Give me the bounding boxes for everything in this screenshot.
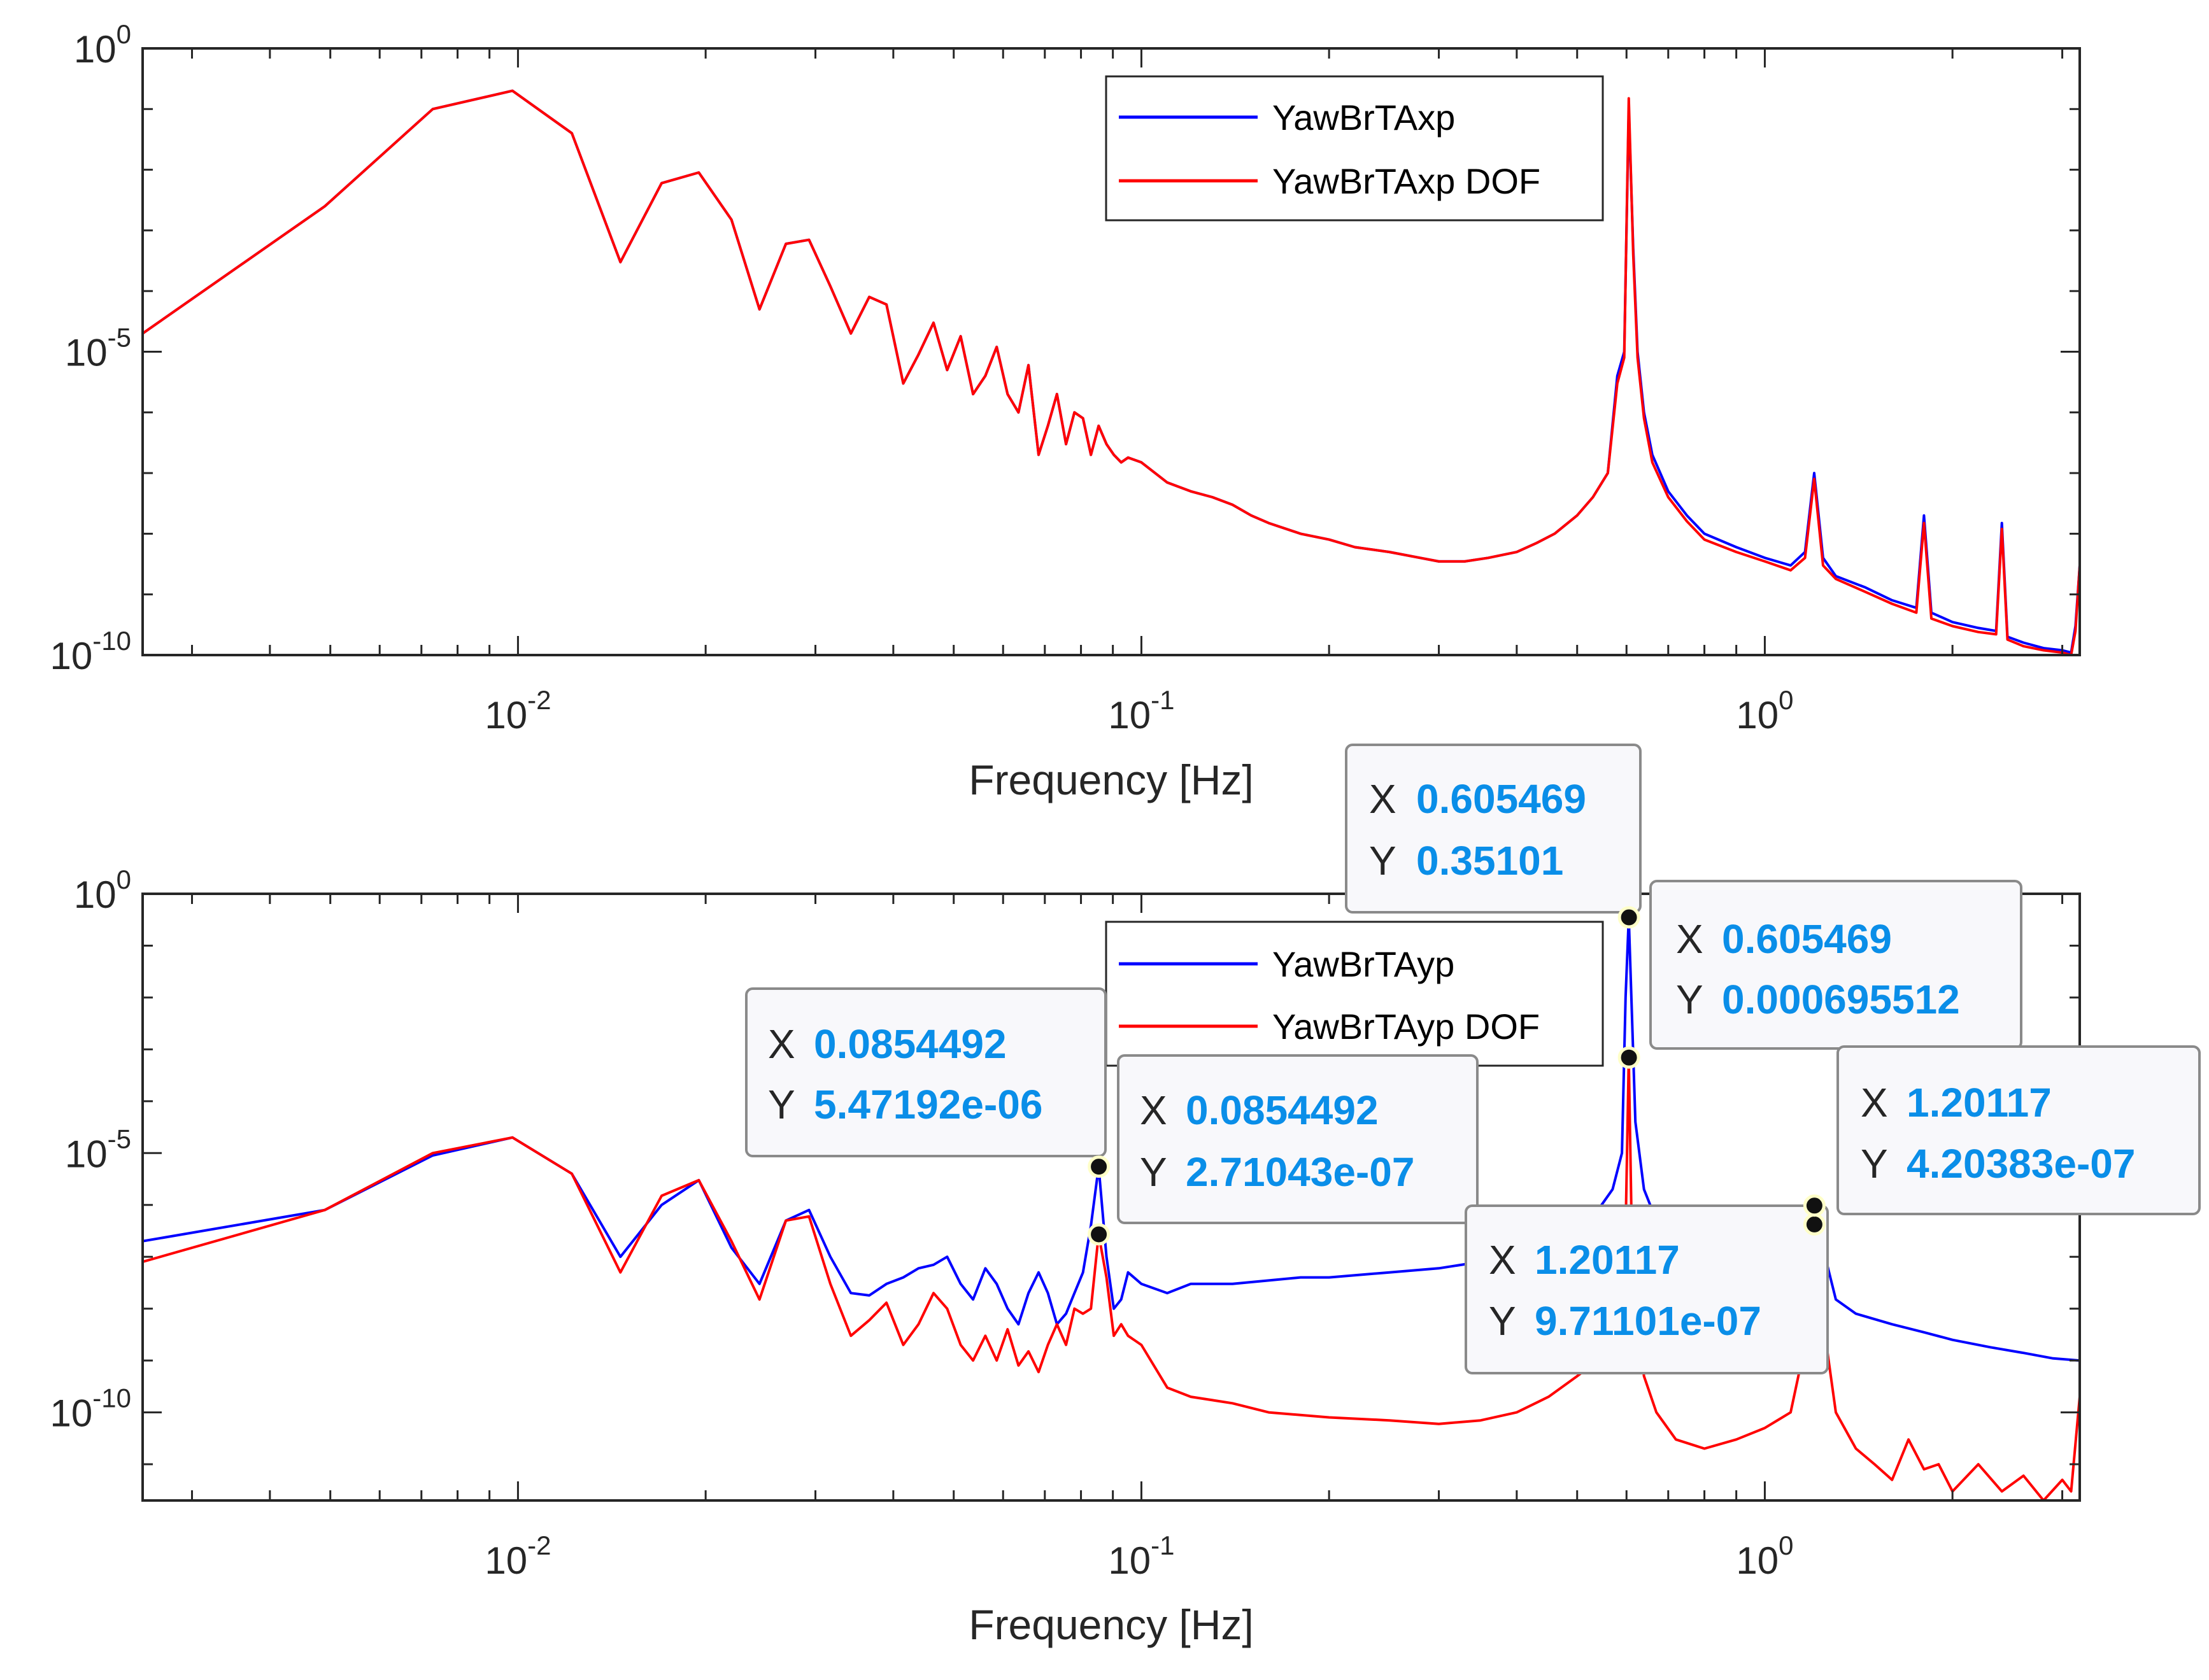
- datatip-x-value: 0.605469: [1722, 916, 1892, 962]
- top-chart-series: [143, 89, 2080, 655]
- y-tick-label: 10-10: [50, 1383, 131, 1435]
- datatip-marker[interactable]: [1617, 1046, 1640, 1069]
- datatip-y-label: Y: [1140, 1149, 1167, 1195]
- datatip-x-label: X: [768, 1021, 795, 1067]
- datatip-marker[interactable]: [1088, 1223, 1111, 1246]
- bottom-chart-tick-labels: 10-2 10-1 100 100 10-5 10-10: [50, 865, 1794, 1582]
- top-chart-ticks: [143, 47, 2080, 656]
- datatip-peak-red[interactable]: X 0.605469 Y 0.000695512: [1649, 880, 2022, 1050]
- datatip-y-value: 2.71043e-07: [1186, 1149, 1414, 1195]
- y-tick-label: 10-5: [65, 1124, 131, 1175]
- datatip-marker[interactable]: [1803, 1194, 1826, 1217]
- datatip-x-value: 0.0854492: [1186, 1087, 1379, 1133]
- datatip-x-label: X: [1861, 1080, 1888, 1126]
- datatip-0085-red[interactable]: X 0.0854492 Y 2.71043e-07: [1117, 1054, 1479, 1224]
- x-tick-label: 10-2: [485, 1530, 551, 1582]
- datatip-y-label: Y: [1861, 1141, 1888, 1187]
- datatip-y-label: Y: [768, 1082, 795, 1127]
- datatip-x-label: X: [1140, 1087, 1167, 1133]
- bottom-chart-legend-label-yawbrtayp: YawBrTAyp: [1272, 944, 1454, 984]
- top-chart-legend-label-yawbrtaxp-dof: YawBrTAxp DOF: [1272, 161, 1540, 201]
- datatip-0085-blue[interactable]: X 0.0854492 Y 5.47192e-06: [745, 987, 1107, 1157]
- top-chart: 10-2 10-1 100 100 10-5 10-10 Frequency [Hz] Y…: [50, 19, 2081, 803]
- x-tick-label: 10-1: [1108, 685, 1174, 737]
- datatip-y-label: Y: [1489, 1298, 1516, 1344]
- datatip-120-blue[interactable]: X 1.20117 Y 9.71101e-07: [1465, 1204, 1829, 1374]
- bottom-chart-legend-box: [1105, 921, 1604, 1067]
- datatip-y-label: Y: [1676, 977, 1703, 1022]
- datatip-y-label: Y: [1369, 838, 1396, 884]
- datatip-marker[interactable]: [1088, 1155, 1111, 1178]
- datatip-marker[interactable]: [1803, 1213, 1826, 1236]
- top-chart-legend[interactable]: YawBrTAxp YawBrTAxp DOF: [1105, 75, 1604, 222]
- top-chart-legend-label-yawbrtaxp: YawBrTAxp: [1272, 97, 1455, 138]
- y-tick-label: 10-5: [65, 323, 131, 374]
- datatip-y-value: 0.35101: [1416, 838, 1563, 884]
- bottom-chart: 10-2 10-1 100 100 10-5 10-10 Frequency [Hz] Y…: [50, 744, 2201, 1648]
- top-chart-legend-box: [1105, 75, 1604, 222]
- datatip-y-value: 9.71101e-07: [1535, 1298, 1761, 1344]
- bottom-chart-legend-label-yawbrtayp-dof: YawBrTAyp DOF: [1272, 1006, 1540, 1047]
- top-chart-tick-labels: 10-2 10-1 100 100 10-5 10-10: [50, 19, 1794, 737]
- datatip-peak-blue[interactable]: X 0.605469 Y 0.35101: [1345, 744, 1642, 914]
- datatip-x-label: X: [1369, 776, 1396, 822]
- x-tick-label: 10-1: [1108, 1530, 1174, 1582]
- datatip-x-value: 1.20117: [1907, 1080, 2052, 1126]
- series-line-yawbrtaxp-dof: [143, 89, 2080, 655]
- x-tick-label: 100: [1736, 685, 1793, 737]
- bottom-chart-x-axis-label: Frequency [Hz]: [969, 1601, 1254, 1648]
- datatip-y-value: 4.20383e-07: [1907, 1141, 2135, 1187]
- bottom-chart-legend[interactable]: YawBrTAyp YawBrTAyp DOF: [1105, 921, 1604, 1067]
- datatip-x-value: 0.605469: [1416, 776, 1586, 822]
- bottom-chart-datatip-markers: [1088, 906, 1826, 1246]
- top-chart-x-axis-label: Frequency [Hz]: [969, 756, 1254, 803]
- datatip-y-value: 0.000695512: [1722, 977, 1960, 1022]
- datatip-x-label: X: [1676, 916, 1703, 962]
- datatip-120-red[interactable]: X 1.20117 Y 4.20383e-07: [1836, 1045, 2201, 1215]
- y-tick-label: 100: [74, 865, 131, 916]
- y-tick-label: 10-10: [50, 626, 131, 677]
- x-tick-label: 100: [1736, 1530, 1793, 1582]
- datatip-x-label: X: [1489, 1237, 1516, 1283]
- series-line-yawbrtayp-dof: [143, 1056, 2080, 1500]
- datatip-marker[interactable]: [1617, 906, 1640, 929]
- datatip-x-value: 0.0854492: [814, 1021, 1007, 1067]
- datatip-x-value: 1.20117: [1535, 1237, 1680, 1283]
- bottom-chart-ticks: [143, 893, 2080, 1500]
- x-tick-label: 10-2: [485, 685, 551, 737]
- datatip-y-value: 5.47192e-06: [814, 1082, 1042, 1127]
- y-tick-label: 100: [74, 19, 131, 71]
